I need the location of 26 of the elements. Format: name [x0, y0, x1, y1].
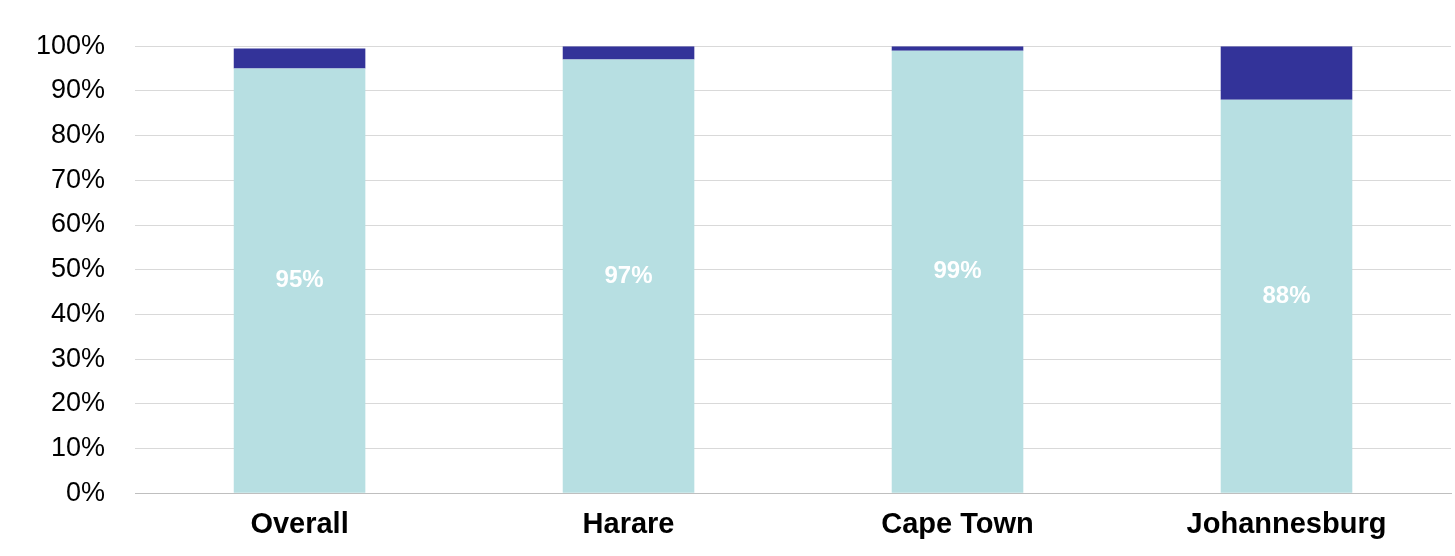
x-tick-label: Cape Town [881, 506, 1034, 539]
bar [1220, 46, 1353, 100]
x-tick-label: Johannesburg [1186, 506, 1387, 539]
bar [1220, 99, 1353, 493]
y-tick-label: 30% [51, 342, 106, 373]
x-tick-label: Overall [250, 506, 349, 539]
y-tick-label: 20% [51, 387, 106, 418]
y-tick-label: 70% [51, 163, 106, 194]
bar [233, 48, 366, 69]
y-tick-label: 40% [51, 297, 106, 328]
data-label: 99% [933, 256, 982, 284]
bar [562, 59, 695, 493]
data-label: 97% [604, 260, 653, 288]
x-tick-label: Harare [582, 506, 675, 539]
y-tick-label: 80% [51, 119, 106, 150]
y-tick-label: 10% [51, 431, 106, 462]
bar [233, 68, 366, 493]
y-tick-label: 100% [35, 29, 106, 60]
y-tick-label: 50% [51, 253, 106, 284]
y-tick-label: 90% [51, 74, 106, 105]
y-tick-label: 60% [51, 208, 106, 239]
bar [562, 46, 695, 60]
data-label: 88% [1262, 280, 1311, 308]
data-label: 95% [275, 265, 324, 293]
bar [891, 50, 1024, 493]
y-tick-label: 0% [66, 476, 106, 507]
